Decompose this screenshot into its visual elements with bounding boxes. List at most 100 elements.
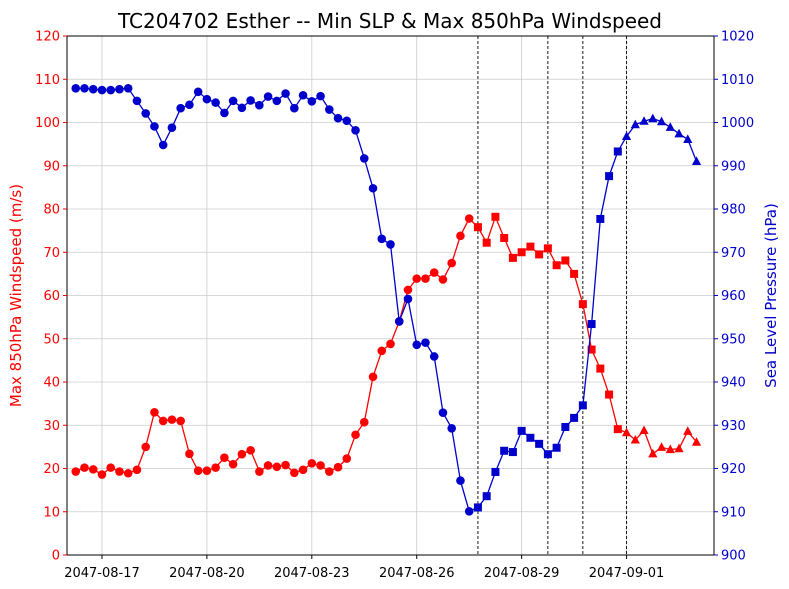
- pressure-point: [132, 96, 142, 106]
- pressure-point: [587, 320, 596, 329]
- phase-divider-lines: [477, 36, 628, 555]
- wind-point: [220, 453, 229, 462]
- left-tick-label: 20: [43, 462, 60, 477]
- left-tick-label: 60: [43, 289, 60, 304]
- pressure-point: [211, 98, 220, 107]
- pressure-point: [237, 103, 247, 113]
- x-tick-label: 2047-08-17: [64, 566, 140, 581]
- pressure-point: [482, 492, 491, 501]
- right-axis-label: Sea Level Pressure (hPa): [762, 203, 780, 388]
- wind-point: [333, 462, 343, 472]
- wind-point: [665, 444, 675, 454]
- pressure-point: [403, 294, 413, 304]
- wind-point: [386, 339, 395, 349]
- pressure-point: [167, 123, 177, 132]
- pressure-point: [447, 423, 457, 433]
- pressure-point: [656, 116, 667, 126]
- left-tick-label: 50: [43, 332, 60, 347]
- wind-point: [324, 467, 334, 476]
- pressure-line: [75, 87, 698, 513]
- pressure-point: [412, 340, 422, 350]
- pressure-point: [621, 131, 632, 140]
- wind-point: [368, 372, 378, 382]
- right-tick-label: 980: [721, 203, 746, 218]
- wind-point: [578, 300, 587, 309]
- wind-point: [508, 253, 517, 262]
- wind-point: [158, 416, 168, 426]
- pressure-point: [473, 503, 482, 512]
- left-tick-label: 110: [35, 73, 60, 88]
- pressure-point: [639, 116, 649, 125]
- pressure-point: [561, 422, 570, 431]
- wind-point: [272, 462, 282, 472]
- pressure-point: [193, 87, 203, 97]
- pressure-point: [570, 413, 579, 422]
- wind-point: [115, 467, 124, 476]
- wind-point: [543, 244, 552, 253]
- right-tick-label: 1000: [721, 116, 754, 131]
- wind-point: [123, 468, 133, 478]
- pressure-point: [115, 84, 124, 94]
- wind-point: [246, 446, 255, 455]
- right-tick-label: 990: [721, 159, 746, 174]
- pressure-point: [97, 85, 107, 95]
- wind-point: [377, 346, 387, 356]
- wind-point: [290, 468, 299, 478]
- left-tick-label: 100: [35, 116, 60, 131]
- pressure-point: [464, 507, 474, 516]
- wind-point: [613, 425, 622, 434]
- wind-point: [80, 463, 89, 472]
- pressure-point: [281, 89, 290, 98]
- wind-point: [570, 269, 579, 278]
- pressure-point: [535, 439, 544, 448]
- wind-point: [298, 465, 308, 475]
- left-tick-label: 120: [35, 30, 60, 45]
- wind-point: [132, 465, 142, 475]
- left-tick-label: 90: [43, 159, 60, 174]
- left-tick-label: 40: [43, 376, 60, 391]
- wind-point: [97, 470, 107, 479]
- wind-point: [456, 231, 465, 241]
- pressure-point: [526, 433, 535, 442]
- pressure-point: [596, 214, 605, 223]
- wind-point: [150, 407, 159, 417]
- wind-point: [535, 250, 544, 259]
- wind-point: [342, 454, 352, 463]
- pressure-point: [456, 476, 465, 485]
- right-tick-label: 920: [721, 462, 746, 477]
- right-tick-label: 960: [721, 289, 746, 304]
- wind-point: [630, 434, 640, 444]
- right-tick-label: 900: [721, 549, 746, 564]
- wind-point: [447, 258, 457, 268]
- pressure-point: [185, 100, 194, 110]
- wind-point: [88, 465, 98, 474]
- wind-point: [561, 256, 570, 265]
- wind-point: [255, 467, 264, 476]
- right-axis: 900 910 920 930 940 950 960 970 980 990 1000 1010 10…: [714, 30, 754, 564]
- left-axis: 0 10 20 30 40 50 60 70 80 90 100 110 120: [35, 30, 67, 564]
- pressure-point: [290, 103, 299, 113]
- wind-point: [141, 442, 150, 452]
- pressure-point: [141, 109, 150, 118]
- right-tick-label: 1010: [721, 73, 754, 88]
- pressure-point: [255, 100, 264, 110]
- wind-point: [412, 274, 422, 283]
- wind-point: [491, 212, 500, 221]
- wind-point: [351, 430, 360, 440]
- pressure-point: [228, 96, 238, 106]
- x-tick-label: 2047-09-01: [589, 566, 665, 581]
- pressure-series: [71, 84, 702, 516]
- left-tick-label: 80: [43, 203, 60, 218]
- pressure-point: [613, 147, 622, 156]
- wind-point: [202, 466, 212, 475]
- wind-point: [185, 449, 194, 459]
- wind-point: [438, 275, 448, 284]
- pressure-point: [202, 94, 212, 104]
- pressure-point: [543, 450, 552, 459]
- pressure-point: [88, 84, 98, 94]
- right-tick-label: 940: [721, 376, 746, 391]
- pressure-point: [263, 92, 273, 101]
- left-axis-label: Max 850hPa Windspeed (m/s): [7, 184, 25, 407]
- pressure-point: [517, 426, 526, 435]
- wind-point: [193, 466, 203, 475]
